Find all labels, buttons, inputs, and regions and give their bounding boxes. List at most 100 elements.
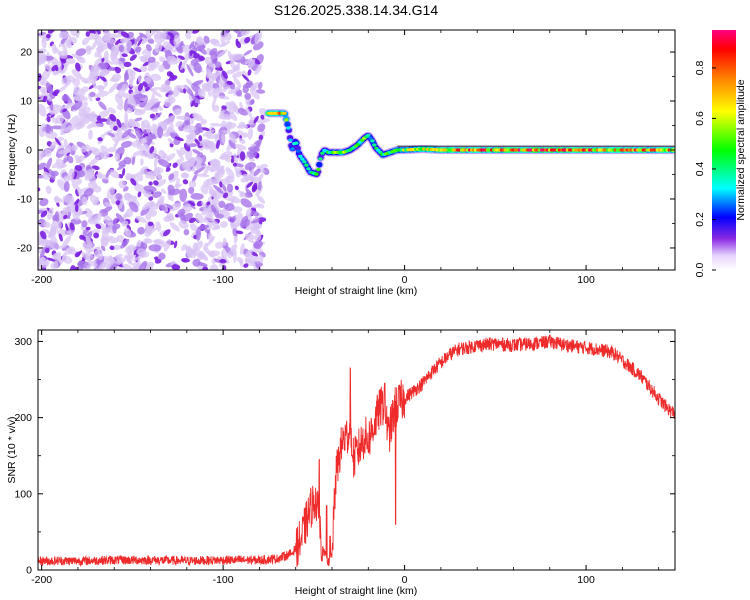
snr-panel: -200 -100 0 100 0 100 200 300 Height of straig… [6,329,676,597]
noise-blob [155,179,167,188]
colorbar-tick-label: 0.8 [694,60,706,75]
noise-blob [80,145,88,153]
noise-blob [81,37,90,46]
noise-blob [135,215,147,223]
noise-blob [47,207,54,220]
noise-blob [137,138,143,150]
noise-blob [182,88,187,94]
noise-blob [40,54,47,65]
noise-blob [219,258,227,264]
y-tick-label: -10 [17,193,32,205]
noise-blob [188,201,196,206]
track-core [294,141,299,145]
noise-blob [221,70,228,79]
noise-blob [159,56,166,63]
noise-blob [92,78,97,89]
noise-blob [250,218,261,224]
noise-blob [250,210,260,217]
noise-blob [244,36,251,44]
noise-blob [120,238,130,249]
noise-blob [114,253,123,260]
noise-blob [142,81,148,88]
noise-blob [193,102,199,108]
noise-blob [91,33,99,40]
noise-blob [175,121,183,128]
noise-blob [218,200,226,208]
noise-blob [149,113,156,119]
noise-blob [97,85,105,93]
noise-blob [195,36,203,44]
noise-blob [175,108,182,116]
noise-blob [118,180,127,189]
noise-blob [168,188,181,196]
track-core [282,111,287,115]
noise-blob [137,39,143,47]
noise-blob [96,41,107,47]
noise-blob [163,238,172,252]
noise-blob [189,41,195,49]
noise-blob [173,34,181,48]
noise-blob [232,62,241,73]
track-core [298,154,303,158]
noise-blob [200,119,207,125]
snr-plot-area [38,330,675,570]
noise-blob [260,163,268,169]
noise-blob [38,73,42,82]
noise-blob [58,149,71,155]
noise-blob [57,84,68,94]
noise-blob [176,149,184,161]
noise-blob [73,99,83,111]
noise-blob [190,192,204,200]
noise-blob [212,87,220,93]
noise-blob [45,33,51,39]
noise-blob [194,240,204,250]
noise-blob [114,153,121,163]
noise-blob [62,194,75,204]
noise-blob [55,158,66,168]
noise-blob [225,121,233,129]
noise-blob [153,167,161,175]
noise-blob [160,188,167,194]
noise-blob [140,54,148,63]
noise-blob [61,58,67,64]
noise-blob [58,31,69,40]
noise-blob [74,165,83,171]
noise-blob [72,78,81,87]
noise-blob [116,118,122,128]
noise-blob [74,95,88,102]
y-tick-label: 100 [14,488,32,500]
noise-blob [253,242,261,249]
noise-blob [78,101,88,112]
noise-blob [148,56,156,63]
noise-blobs [38,30,270,270]
noise-blob [245,106,253,119]
noise-blob [109,77,119,83]
noise-blob [98,259,109,270]
noise-blob [158,150,167,159]
noise-blob [193,62,202,74]
noise-blob [167,137,174,145]
figure-title: S126.2025.338.14.34.G14 [274,2,438,18]
noise-blob [38,257,45,265]
noise-blob [194,156,203,164]
noise-blob [106,60,114,65]
noise-blob [74,204,79,213]
noise-blob [55,114,64,125]
y-tick-label: 0 [26,145,32,157]
noise-blob [144,238,150,244]
noise-blob [134,127,144,140]
noise-blob [130,178,137,186]
noise-blob [258,134,264,141]
noise-blob [188,186,195,195]
noise-blob [107,107,116,114]
noise-blob [257,123,266,133]
track-body [316,161,323,168]
noise-blob [164,115,175,126]
noise-blob [194,138,200,145]
noise-blob [248,168,255,180]
noise-blob [227,50,235,64]
noise-blob [215,241,224,249]
noise-blob [140,65,148,73]
noise-blob [166,71,173,77]
